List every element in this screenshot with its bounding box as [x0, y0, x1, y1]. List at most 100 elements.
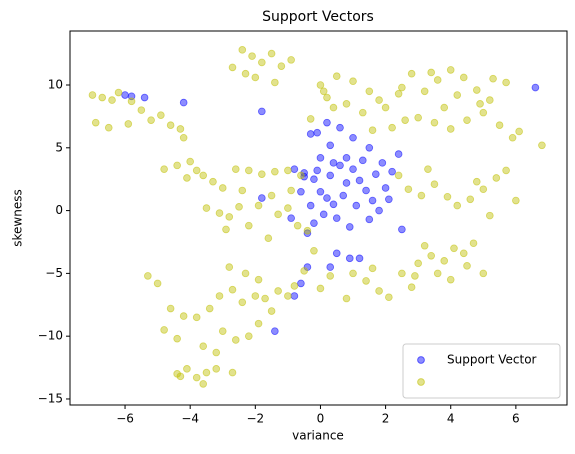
point — [512, 196, 520, 205]
point — [495, 121, 504, 129]
legend-box — [402, 343, 561, 399]
point — [258, 170, 266, 178]
point — [202, 204, 211, 212]
point — [306, 201, 315, 210]
point — [326, 263, 335, 271]
point — [166, 121, 175, 129]
point — [401, 116, 409, 124]
point — [290, 282, 299, 290]
point — [176, 125, 185, 133]
point — [258, 194, 266, 202]
point — [424, 165, 432, 173]
point — [463, 262, 471, 270]
point — [375, 206, 383, 215]
point — [479, 269, 488, 278]
point — [192, 373, 201, 382]
point — [365, 215, 374, 224]
point — [388, 123, 396, 132]
point — [231, 336, 240, 344]
point — [290, 165, 299, 173]
x-tick-label: 2 — [382, 412, 390, 426]
point — [231, 165, 240, 173]
point — [336, 161, 344, 170]
point — [515, 127, 523, 136]
point — [349, 165, 357, 173]
point — [124, 120, 133, 128]
point — [332, 249, 341, 258]
point — [267, 191, 276, 200]
point — [245, 221, 253, 230]
point — [300, 267, 308, 275]
point — [372, 170, 380, 178]
point — [137, 106, 146, 114]
legend-marker — [417, 378, 425, 386]
point — [209, 177, 217, 186]
point — [88, 91, 97, 99]
point — [358, 156, 367, 165]
x-tick-label: −4 — [181, 412, 199, 426]
point — [355, 176, 364, 185]
point — [323, 93, 331, 102]
point — [179, 133, 188, 142]
point — [486, 211, 494, 220]
point — [238, 186, 247, 195]
point — [176, 372, 185, 381]
point — [310, 219, 318, 227]
point — [192, 313, 201, 322]
point — [394, 150, 403, 158]
point — [430, 180, 439, 189]
point — [284, 204, 292, 212]
point — [479, 108, 488, 117]
point — [274, 287, 282, 295]
point — [222, 225, 230, 234]
point — [345, 223, 354, 231]
point — [306, 115, 315, 123]
point — [342, 294, 351, 303]
point — [417, 191, 426, 200]
point — [303, 229, 312, 237]
x-tick-label: 0 — [317, 412, 325, 426]
point — [287, 214, 295, 222]
point — [440, 103, 449, 112]
point — [241, 269, 250, 278]
point — [453, 201, 462, 210]
point — [313, 166, 321, 175]
point — [160, 165, 168, 173]
point — [329, 159, 338, 167]
point — [127, 97, 136, 106]
point — [358, 108, 367, 117]
point — [368, 264, 377, 273]
point — [108, 96, 116, 104]
point — [440, 257, 449, 265]
point — [463, 116, 471, 124]
point — [251, 292, 260, 300]
plot-area — [88, 46, 546, 388]
point — [212, 365, 221, 373]
point — [323, 118, 331, 127]
point — [433, 76, 442, 84]
point — [186, 157, 194, 166]
y-axis-label: skewness — [11, 189, 25, 246]
point — [284, 166, 292, 175]
point — [199, 342, 208, 351]
point — [306, 130, 315, 138]
point — [254, 201, 263, 210]
point — [323, 194, 331, 202]
point — [339, 191, 348, 200]
point — [287, 186, 295, 195]
point — [459, 73, 468, 82]
point — [326, 272, 335, 280]
point — [316, 284, 325, 293]
point — [274, 210, 282, 219]
point — [215, 292, 224, 300]
point — [531, 83, 540, 92]
point — [414, 259, 422, 268]
point — [254, 275, 263, 284]
point — [378, 159, 387, 167]
point — [472, 177, 481, 186]
point — [394, 89, 403, 98]
point — [362, 277, 370, 285]
point — [329, 200, 338, 209]
point — [375, 287, 383, 295]
